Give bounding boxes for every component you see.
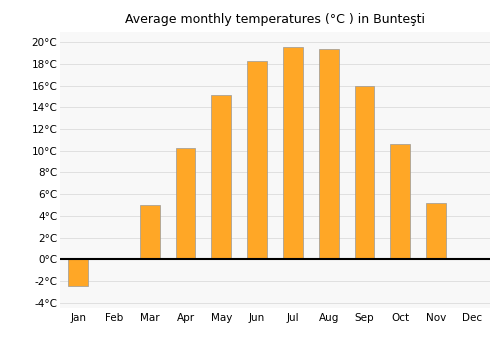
Bar — [354, 86, 374, 259]
Bar — [176, 147, 196, 259]
Title: Average monthly temperatures (°C ) in Bunteşti: Average monthly temperatures (°C ) in Bu… — [125, 13, 425, 26]
Bar — [140, 205, 160, 259]
Bar — [426, 203, 446, 259]
Bar — [319, 49, 338, 259]
Bar — [283, 47, 302, 259]
Bar — [68, 259, 88, 286]
Bar — [212, 96, 231, 259]
Bar — [248, 61, 267, 259]
Bar — [390, 144, 410, 259]
